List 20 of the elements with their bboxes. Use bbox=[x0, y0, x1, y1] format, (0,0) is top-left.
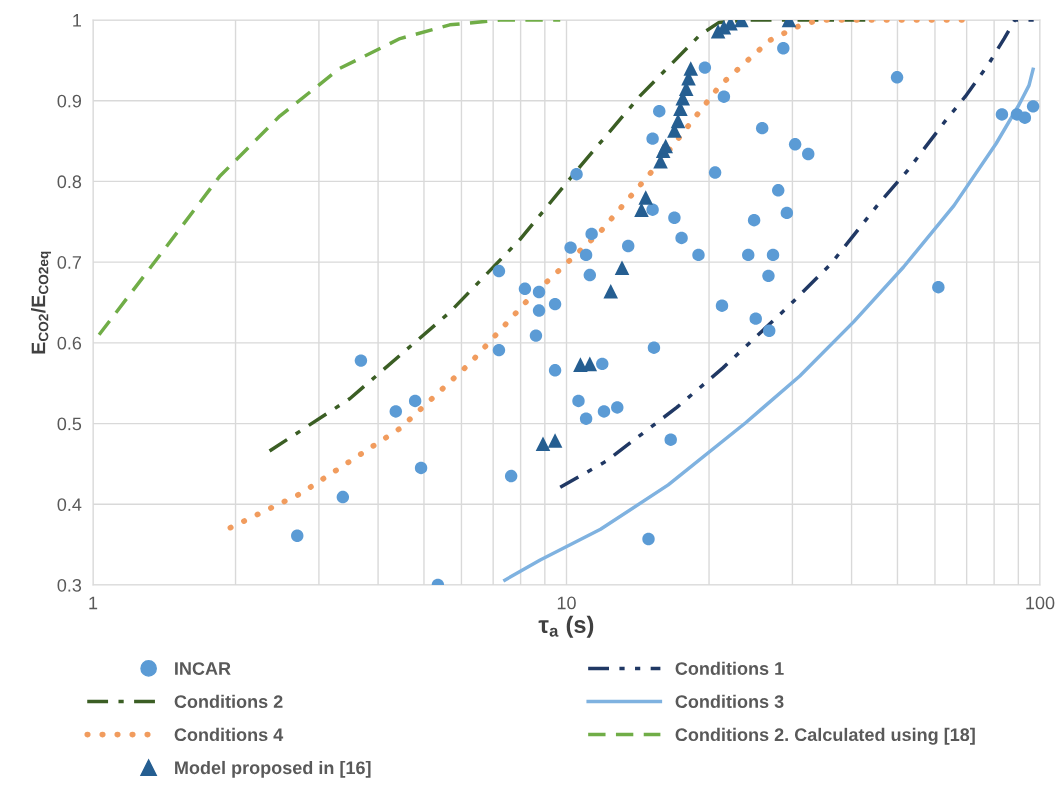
y-tick-label: 0.6 bbox=[57, 336, 82, 350]
legend-label: INCAR bbox=[175, 662, 231, 675]
y-axis-title: E$_{CO2}$/E$_{CO2eq}$ bbox=[31, 251, 52, 354]
x-tick-label: 100 bbox=[1026, 596, 1055, 610]
x-tick-label: 1 bbox=[89, 596, 98, 610]
y-tick-label: 1 bbox=[73, 14, 82, 27]
y-tick-label: 0.8 bbox=[57, 175, 82, 189]
y-tick-label: 0.5 bbox=[57, 417, 82, 431]
x-axis-title: τ$_{a}$ (s) bbox=[538, 615, 594, 638]
y-tick-label: 0.3 bbox=[57, 578, 82, 592]
legend-label: Conditions 4 bbox=[174, 727, 284, 742]
legend-label: Conditions 2. Calculated using [18] bbox=[675, 727, 975, 745]
y-tick-label: 0.7 bbox=[57, 256, 81, 269]
x-tick-label: 10 bbox=[557, 596, 576, 610]
legend-label: Model proposed in [16] bbox=[175, 760, 371, 778]
legend-label: Conditions 3 bbox=[675, 694, 784, 709]
legend-label: Conditions 2 bbox=[174, 694, 283, 709]
legend-label: Conditions 1 bbox=[675, 661, 784, 675]
y-tick-label: 0.4 bbox=[57, 498, 82, 512]
y-tick-label: 0.9 bbox=[57, 94, 82, 108]
